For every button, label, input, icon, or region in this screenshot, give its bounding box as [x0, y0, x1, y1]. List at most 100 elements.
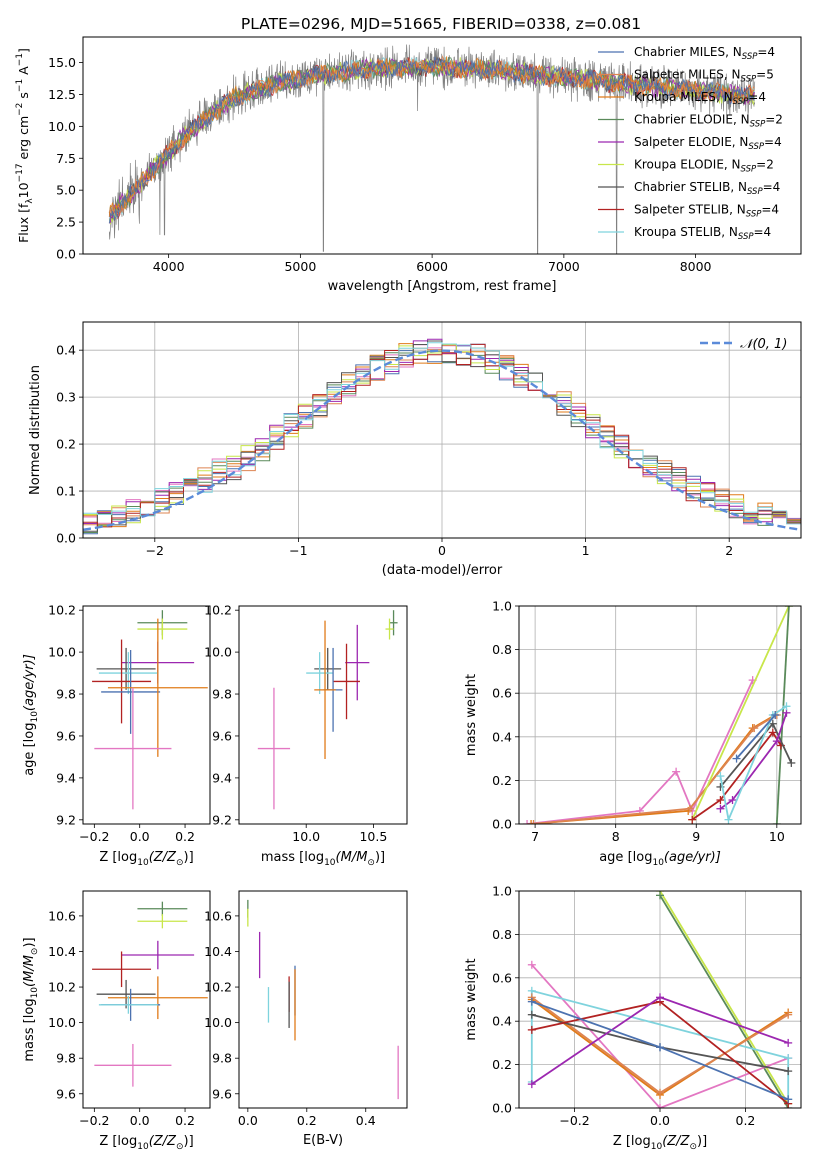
y-tick-label: 0.0 [492, 1101, 512, 1116]
plus-marker [724, 815, 733, 824]
x-tick-label: 0.0 [130, 829, 150, 844]
label-part: SSP [750, 120, 766, 130]
axes-frame [82, 321, 802, 539]
plus-marker [523, 820, 532, 824]
y-tick-label: 10.2 [48, 980, 76, 995]
weight-series-line-pink [526, 679, 754, 824]
label-part: (M/M [22, 955, 37, 987]
axes-frame [82, 605, 211, 825]
label-part: −17 [15, 163, 25, 182]
plus-marker [716, 796, 725, 805]
plus-marker [529, 820, 538, 824]
model-spectrum-line-salpeter_miles [108, 55, 755, 217]
plot-area-spectrum [108, 44, 756, 254]
label-part: s [16, 92, 31, 103]
label-part: Salpeter ELODIE, N [634, 135, 748, 149]
label-part: )] [22, 937, 37, 947]
label-part: Kroupa ELODIE, N [634, 158, 741, 172]
label-part: =4 [748, 90, 766, 104]
x-axis-label: mass [log10(M/M⊙)] [261, 850, 385, 868]
label-part: SSP [741, 75, 757, 85]
errorbar-point [98, 652, 158, 695]
plot-area-weight-vs-age [523, 606, 796, 824]
panel-age-vs-Z: −0.2 0.0 0.29.29.49.69.810.010.2Z [log10(Z… [22, 603, 211, 868]
x-axis-label: wavelength [Angstrom, rest frame] [328, 279, 557, 294]
plus-marker [768, 719, 777, 728]
x-tick-label: 2 [725, 543, 733, 558]
axes-frame [518, 605, 802, 825]
x-axis-label: age [log10(age/yr)] [599, 850, 721, 868]
x-tick-label: 7000 [548, 259, 580, 274]
y-axis-label: mass weight [464, 958, 479, 1040]
y-tick-label: 1.0 [492, 884, 512, 899]
label-part: SSP [746, 210, 762, 220]
y-tick-label: 0.6 [492, 686, 512, 701]
y-axis-label: Normed distribution [28, 365, 43, 495]
plus-marker [527, 1010, 536, 1019]
x-axis-label: E(B-V) [303, 1133, 343, 1148]
y-tick-label: 0.2 [492, 773, 512, 788]
y-tick-label: 10.6 [204, 908, 232, 923]
x-tick-label: 10.0 [292, 829, 320, 844]
plot-area-age-vs-Z [92, 610, 208, 810]
y-tick-label: 10.2 [48, 603, 76, 618]
errorbar-point [96, 979, 156, 1009]
y-tick-label: 10.0 [48, 645, 76, 660]
label-part: =2 [756, 158, 774, 172]
histogram-step-kroupa_stelib [83, 342, 801, 525]
plus-marker [656, 1088, 664, 1097]
y-tick-label: 12.5 [48, 87, 76, 102]
plus-marker [784, 1054, 793, 1063]
label-part: 10 [652, 858, 664, 868]
y-axis-label: mass weight [464, 674, 479, 756]
plus-marker [750, 724, 759, 733]
errorbar-point [389, 610, 398, 636]
x-tick-label: −2 [146, 543, 164, 558]
y-tick-label: 9.8 [56, 687, 76, 702]
axes-frame [82, 890, 211, 1109]
plus-marker [784, 1010, 793, 1019]
errorbar-point [333, 643, 360, 720]
label-part: ⊙ [176, 858, 184, 868]
label-part: −1 [15, 53, 25, 66]
x-tick-label: −0.2 [79, 829, 109, 844]
plus-marker [688, 815, 697, 824]
weight-series-line-pink [531, 964, 789, 1108]
plot-area-weight-vs-Z [527, 891, 793, 1108]
label-part: λ [25, 198, 35, 204]
errorbar-point [92, 951, 152, 988]
label-part: Chabrier MILES, N [634, 45, 742, 59]
y-tick-label: 9.6 [56, 728, 76, 743]
label-part: (M/M [336, 850, 368, 865]
model-spectrum-line-chabrier_miles [108, 56, 755, 224]
label-part: ⊙ [30, 948, 40, 956]
errorbar-point [345, 624, 370, 701]
label-part: =4 [757, 45, 775, 59]
label-part: Chabrier ELODIE, N [634, 113, 750, 127]
y-tick-label: 9.8 [212, 1051, 232, 1066]
label-part: age [log [22, 723, 37, 776]
y-tick-label: 0.6 [492, 970, 512, 985]
label-part: =4 [761, 203, 779, 217]
label-part: (Z/Z [662, 1134, 690, 1149]
errorbar-point [107, 618, 208, 757]
panel-mass-vs-Z: −0.2 0.0 0.29.69.810.010.210.410.6Z [log10… [22, 890, 211, 1152]
x-tick-label: 0.2 [175, 1113, 195, 1128]
plus-marker [732, 754, 741, 763]
panels-container: 4000 5000 6000 7000 80000.02.55.07.510.012.5… [15, 36, 802, 1152]
y-axis-label: mass [log10(M/M⊙)] [22, 937, 40, 1061]
panel-age-vs-mass: 10.0 10.5 9.2 9.4 9.6 9.8 10.0 10.2 mass [log10(… [204, 603, 408, 868]
weight-series-line-chabrier_miles [735, 714, 776, 760]
label-part: )] [184, 850, 194, 865]
label-part: (age/yr)] [664, 850, 721, 865]
label-part: −1 [15, 79, 25, 92]
y-tick-label: 9.8 [56, 1051, 76, 1066]
y-tick-label: 0.4 [56, 343, 76, 358]
y-tick-label: 10.4 [204, 944, 232, 959]
panel-weight-vs-Z: −0.2 0.0 0.2 0.0 0.2 0.4 0.6 0.8 1.0 Z [log10(Z/Z… [464, 884, 802, 1152]
errorbar-point [92, 639, 152, 724]
label-part: 10 [324, 858, 336, 868]
label-part: 10 [30, 711, 40, 723]
y-tick-label: 9.4 [56, 770, 76, 785]
label-part: Kroupa STELIB, N [634, 225, 738, 239]
